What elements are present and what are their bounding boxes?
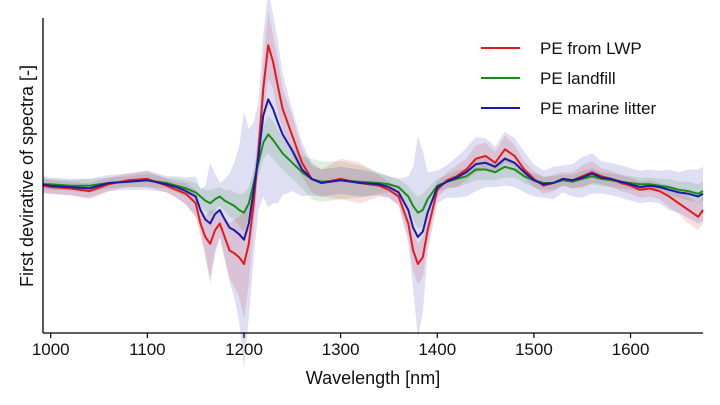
legend-label: PE landfill	[540, 69, 616, 88]
legend-label: PE marine litter	[540, 99, 657, 118]
x-tick-label: 1400	[418, 340, 456, 359]
series-lines	[42, 44, 704, 265]
x-tick-label: 1000	[32, 340, 70, 359]
series-line-pe-from-lwp	[42, 44, 704, 265]
x-axis-label: Wavelength [nm]	[306, 368, 440, 388]
x-ticks: 1000 1100 1200 1300 1400 1500 1600	[32, 333, 650, 359]
legend-label: PE from LWP	[540, 39, 642, 58]
legend: PE from LWP PE landfill PE marine litter	[481, 39, 657, 118]
y-axis-label: First devirative of spectra [-]	[17, 65, 37, 287]
x-tick-label: 1300	[322, 340, 360, 359]
x-tick-label: 1600	[612, 340, 650, 359]
x-tick-label: 1200	[225, 340, 263, 359]
series-line-pe-marine-litter	[42, 98, 704, 241]
x-tick-label: 1500	[515, 340, 553, 359]
x-tick-label: 1100	[129, 340, 166, 359]
series-line-pe-landfill	[43, 133, 704, 214]
